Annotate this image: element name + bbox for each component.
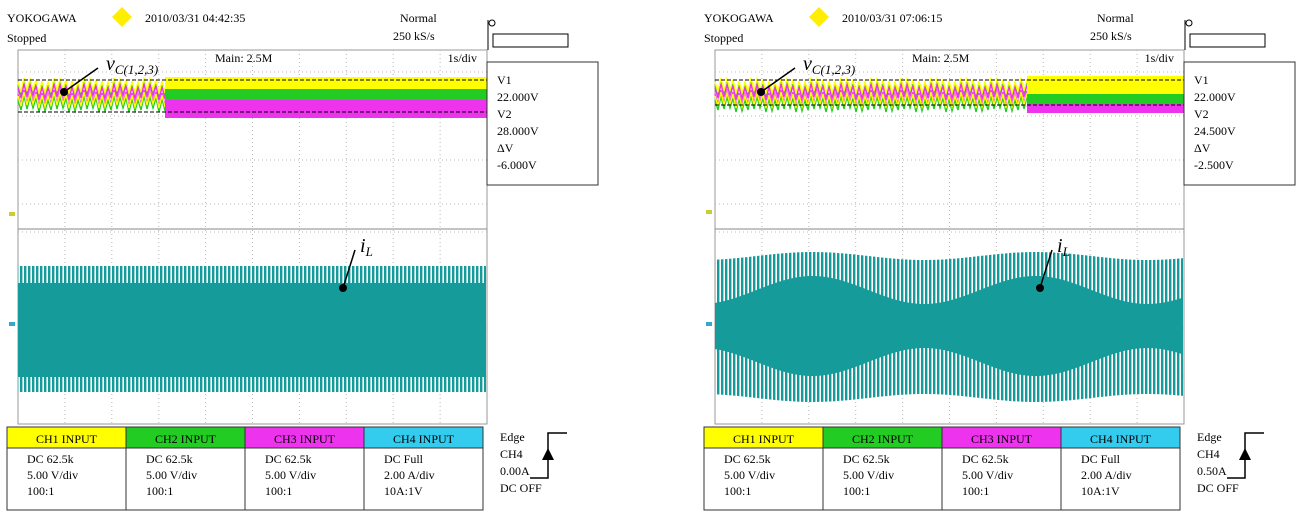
channel-setting: 5.00 V/div [962, 468, 1013, 482]
scope-panel: YOKOGAWA 2010/03/31 04:42:35 Stopped Normal… [7, 7, 598, 510]
channel-setting: DC Full [1081, 452, 1121, 466]
channel-setting: 2.00 A/div [1081, 468, 1132, 482]
channel-name: CH4 INPUT [1090, 432, 1152, 446]
waveform [1027, 94, 1184, 104]
annotation-main: v [106, 53, 115, 75]
waveform [1027, 76, 1184, 94]
annotation-main: v [803, 53, 812, 75]
readout-line: -6.000V [497, 158, 537, 172]
annotation-sub: L [365, 244, 373, 259]
channel-name: CH1 INPUT [733, 432, 795, 446]
channel-setting: 100:1 [962, 484, 989, 498]
ground-marker [9, 212, 15, 216]
readout-line: 22.000V [1194, 90, 1236, 104]
channel-name: CH2 INPUT [155, 432, 217, 446]
leader-dot [757, 88, 765, 96]
annotation-sub: C(1,2,3) [812, 62, 855, 77]
annotation-sub: C(1,2,3) [115, 62, 158, 77]
sample-rate: 250 kS/s [1090, 29, 1132, 43]
channel-name: CH4 INPUT [393, 432, 455, 446]
mode: Normal [400, 11, 437, 25]
channel-setting: 5.00 V/div [146, 468, 197, 482]
sample-rate: 250 kS/s [393, 29, 435, 43]
channel-setting: DC 62.5k [962, 452, 1009, 466]
channel-setting: DC 62.5k [843, 452, 890, 466]
channel-setting: DC Full [384, 452, 424, 466]
status: Stopped [704, 31, 743, 45]
readout-line: V2 [1194, 107, 1209, 121]
readout-line: 24.500V [1194, 124, 1236, 138]
time-div: 1s/div [1145, 51, 1174, 65]
trigger-setting: CH4 [1197, 447, 1220, 461]
trigger-arrow [542, 448, 554, 460]
status: Stopped [7, 31, 46, 45]
channel-name: CH2 INPUT [852, 432, 914, 446]
scope-panel: YOKOGAWA 2010/03/31 07:06:15 Stopped Normal… [704, 7, 1295, 510]
trigger-setting: DC OFF [1197, 481, 1239, 495]
waveform [165, 100, 487, 118]
channel-name: CH3 INPUT [274, 432, 336, 446]
leader-dot [60, 88, 68, 96]
channel-setting: DC 62.5k [27, 452, 74, 466]
channel-setting: DC 62.5k [724, 452, 771, 466]
channel-setting: 100:1 [265, 484, 292, 498]
channel-setting: 5.00 V/div [27, 468, 78, 482]
channel-setting: 100:1 [843, 484, 870, 498]
channel-setting: DC 62.5k [146, 452, 193, 466]
trigger-setting: 0.00A [500, 464, 530, 478]
channel-setting: 100:1 [724, 484, 751, 498]
channel-name: CH1 INPUT [36, 432, 98, 446]
trigger-arrow [1239, 448, 1251, 460]
icon [489, 20, 495, 26]
readout-line: V2 [497, 107, 512, 121]
channel-setting: 5.00 V/div [843, 468, 894, 482]
channel-setting: DC 62.5k [265, 452, 312, 466]
readout-line: 22.000V [497, 90, 539, 104]
ground-marker [706, 322, 712, 326]
leader-dot [1036, 284, 1044, 292]
readout-line: ΔV [497, 141, 514, 155]
figure: YOKOGAWA 2010/03/31 04:42:35 Stopped Normal… [0, 0, 1297, 514]
trigger-setting: CH4 [500, 447, 523, 461]
waveform [165, 89, 487, 100]
brand: YOKOGAWA [7, 11, 77, 25]
readout-line: V1 [497, 73, 512, 87]
channel-setting: 2.00 A/div [384, 468, 435, 482]
channel-setting: 10A:1V [384, 484, 423, 498]
time-div: 1s/div [448, 51, 477, 65]
timebase: Main: 2.5M [215, 51, 273, 65]
timestamp: 2010/03/31 04:42:35 [145, 11, 245, 25]
timestamp: 2010/03/31 07:06:15 [842, 11, 942, 25]
waveform [18, 283, 486, 377]
trigger-setting: 0.50A [1197, 464, 1227, 478]
channel-setting: 10A:1V [1081, 484, 1120, 498]
channel-name: CH3 INPUT [971, 432, 1033, 446]
run-indicator [809, 7, 829, 27]
trigger-setting: Edge [1197, 430, 1222, 444]
readout-line: V1 [1194, 73, 1209, 87]
channel-setting: 100:1 [27, 484, 54, 498]
record-bar [1190, 34, 1265, 47]
readout-line: -2.500V [1194, 158, 1234, 172]
waveform [165, 77, 487, 89]
ground-marker [706, 210, 712, 214]
run-indicator [112, 7, 132, 27]
trigger-setting: Edge [500, 430, 525, 444]
trigger-setting: DC OFF [500, 481, 542, 495]
channel-setting: 5.00 V/div [724, 468, 775, 482]
ground-marker [9, 322, 15, 326]
brand: YOKOGAWA [704, 11, 774, 25]
icon [1186, 20, 1192, 26]
channel-setting: 5.00 V/div [265, 468, 316, 482]
channel-setting: 100:1 [146, 484, 173, 498]
mode: Normal [1097, 11, 1134, 25]
timebase: Main: 2.5M [912, 51, 970, 65]
record-bar [493, 34, 568, 47]
readout-line: 28.000V [497, 124, 539, 138]
annotation-sub: L [1062, 244, 1070, 259]
leader-dot [339, 284, 347, 292]
readout-line: ΔV [1194, 141, 1211, 155]
